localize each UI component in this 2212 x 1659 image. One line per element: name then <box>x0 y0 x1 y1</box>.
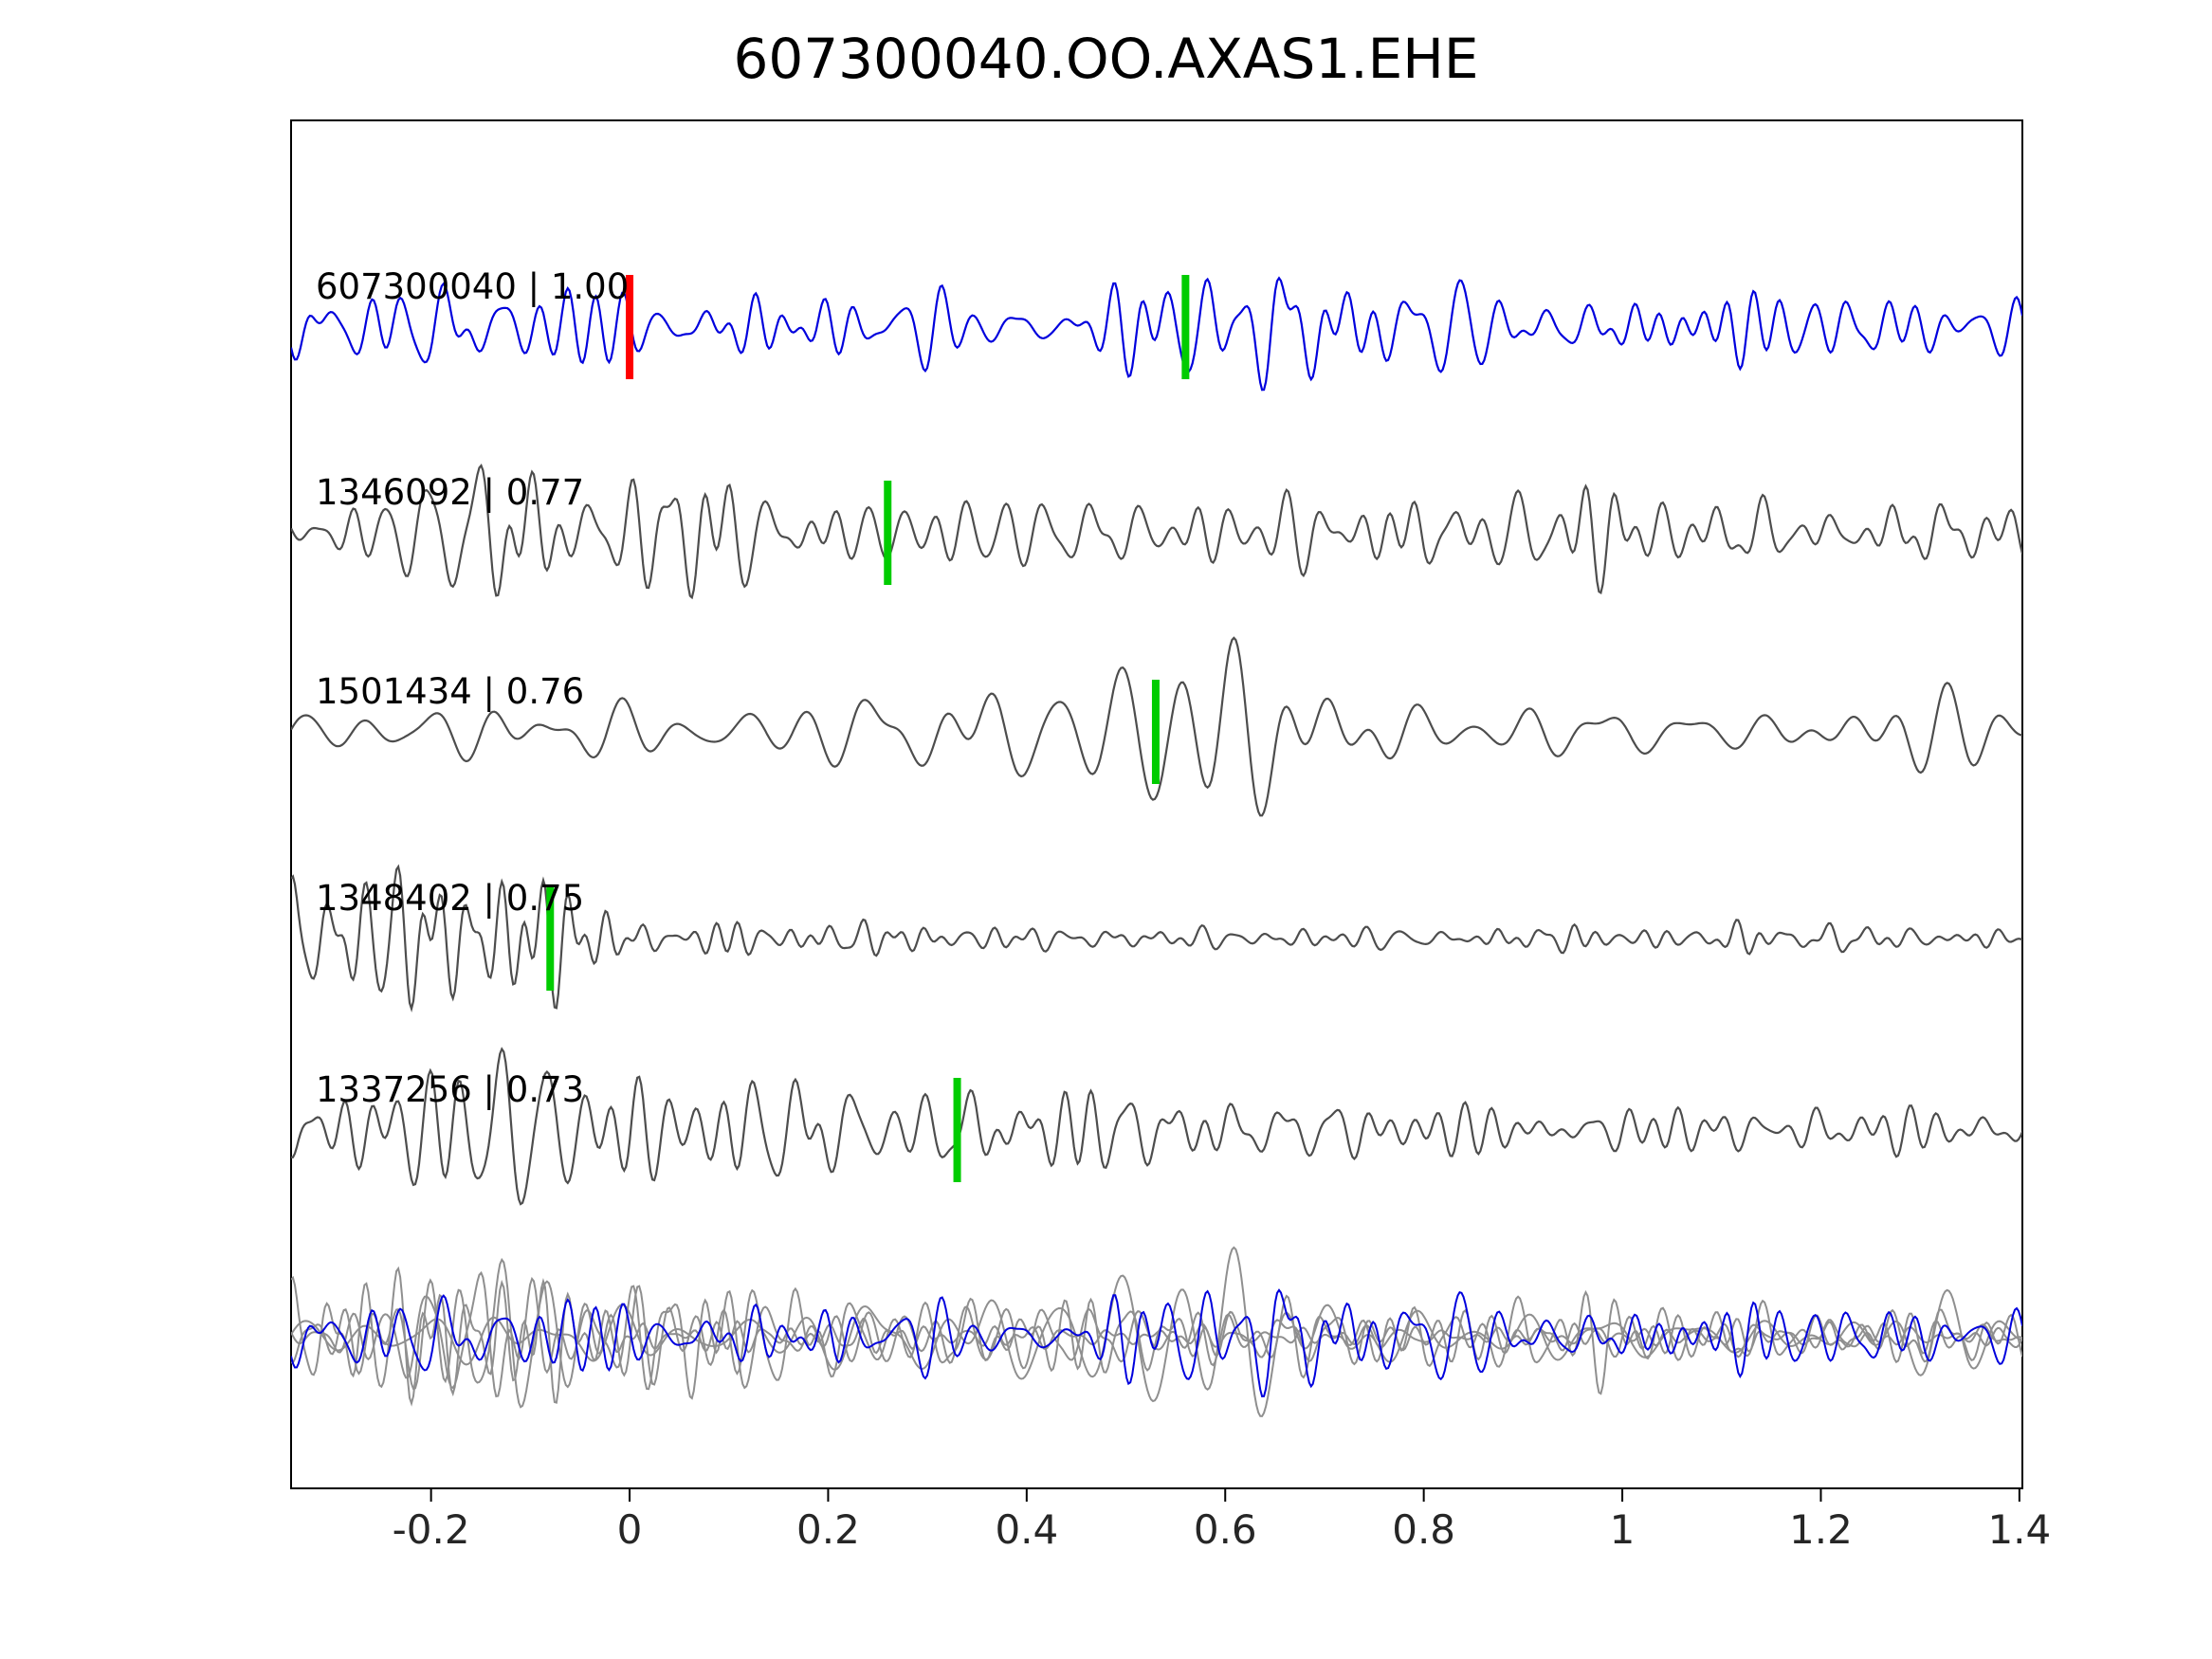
x-tick-label: -0.2 <box>393 1506 470 1553</box>
waveform-trace-1346092 <box>291 463 2022 600</box>
overlay-trace-607300040 <box>291 1288 2022 1397</box>
overlay-trace-1348402 <box>291 1266 2022 1407</box>
x-tick-label: 1.4 <box>1987 1506 2051 1553</box>
trace-label: 1348402 | 0.75 <box>316 878 584 919</box>
chart-title: 607300040.OO.AXAS1.EHE <box>733 27 1479 91</box>
plot-border <box>290 119 2023 1489</box>
x-tick-label: 0.8 <box>1392 1506 1455 1553</box>
waveform-trace-1348402 <box>291 864 2022 1012</box>
x-tick-label: 0.4 <box>995 1506 1058 1553</box>
trace-label: 1337256 | 0.73 <box>316 1069 584 1110</box>
x-tick-label: 0.6 <box>1194 1506 1257 1553</box>
x-tick-label: 0.2 <box>796 1506 860 1553</box>
x-tick-label: 0 <box>617 1506 643 1553</box>
trace-label: 607300040 | 1.00 <box>316 266 629 307</box>
waveform-trace-1337256 <box>291 1047 2022 1206</box>
waveform-trace-1501434 <box>291 636 2022 817</box>
x-tick-label: 1 <box>1610 1506 1636 1553</box>
waveform-trace-607300040 <box>291 276 2022 392</box>
overlay-trace-1501434 <box>291 1246 2022 1417</box>
trace-label: 1346092 | 0.77 <box>316 472 584 513</box>
x-tick-label: 1.2 <box>1789 1506 1853 1553</box>
trace-label: 1501434 | 0.76 <box>316 671 584 712</box>
